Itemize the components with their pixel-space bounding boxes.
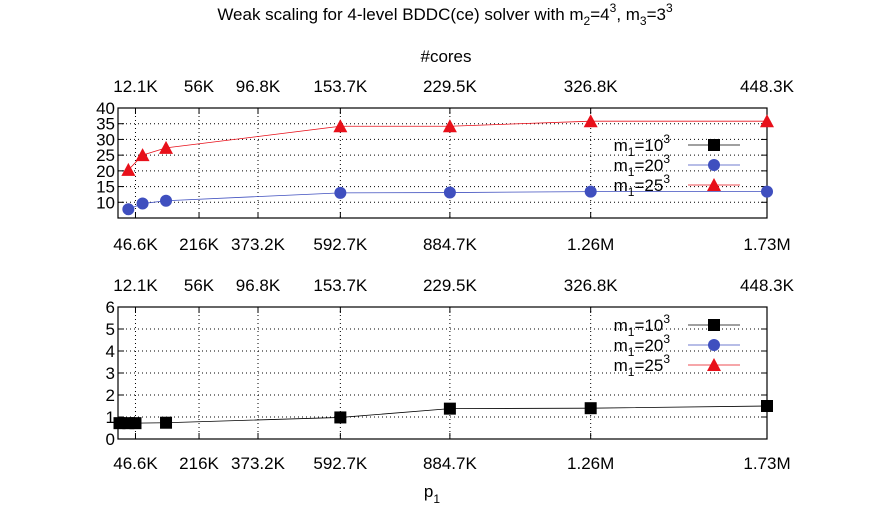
y-tick-label: 20 <box>96 162 115 181</box>
top-tick-label: 229.5K <box>423 77 478 96</box>
y-tick-label: 30 <box>96 130 115 149</box>
legend-marker <box>708 339 720 351</box>
bottom-tick-label: 592.7K <box>313 235 368 254</box>
top-tick-label: 326.8K <box>564 276 619 295</box>
legend-label: m1=203 <box>614 152 671 179</box>
y-tick-label: 10 <box>96 193 115 212</box>
data-point-m1_10 <box>129 417 142 430</box>
y-tick-label: 2 <box>106 386 115 405</box>
y-tick-label: 4 <box>106 342 115 361</box>
legend-marker <box>707 178 721 191</box>
legend-label: m1=203 <box>614 332 671 359</box>
bottom-tick-label: 884.7K <box>423 235 478 254</box>
y-tick-label: 25 <box>96 146 115 165</box>
legend-label: m1=103 <box>614 312 671 339</box>
top-tick-label: 448.3K <box>740 276 795 295</box>
top-tick-label: 153.7K <box>313 77 368 96</box>
top-tick-label: 448.3K <box>740 77 795 96</box>
data-point-m1_20 <box>443 186 456 199</box>
y-tick-label: 40 <box>96 99 115 118</box>
bottom-tick-label: 373.2K <box>231 235 286 254</box>
top-tick-label: 326.8K <box>564 77 619 96</box>
series-line-m1_10 <box>119 405 768 424</box>
legend-label: m1=253 <box>614 352 671 379</box>
bottom-tick-label: 1.26M <box>567 235 614 254</box>
top-tick-label: 56K <box>184 77 215 96</box>
bottom-tick-label: 1.73M <box>743 454 790 473</box>
data-point-m1_25 <box>442 119 457 133</box>
legend-marker <box>708 159 720 171</box>
y-tick-label: 15 <box>96 178 115 197</box>
top-tick-label: 12.1K <box>113 77 158 96</box>
y-tick-label: 3 <box>106 364 115 383</box>
top-tick-label: 12.1K <box>113 276 158 295</box>
data-point-m1_10 <box>443 402 456 415</box>
bottom-tick-label: 216K <box>179 235 219 254</box>
bottom-tick-label: 884.7K <box>423 454 478 473</box>
legend-marker <box>708 139 720 151</box>
data-point-m1_25 <box>135 148 150 162</box>
data-point-m1_20 <box>136 197 149 210</box>
data-point-m1_25 <box>159 140 174 154</box>
data-point-m1_20 <box>122 203 135 216</box>
legend-marker <box>708 319 720 331</box>
y-tick-label: 0 <box>106 430 115 449</box>
top-tick-label: 229.5K <box>423 276 478 295</box>
y-tick-label: 5 <box>106 320 115 339</box>
top-tick-label: 153.7K <box>313 276 368 295</box>
data-point-m1_20 <box>761 185 773 198</box>
top-tick-label: 56K <box>184 276 215 295</box>
y-tick-label: 1 <box>106 408 115 427</box>
data-point-m1_20 <box>334 186 347 199</box>
plot-frame <box>117 306 768 440</box>
data-point-m1_10 <box>761 400 773 412</box>
data-point-m1_25 <box>121 162 136 176</box>
legend-label: m1=253 <box>614 172 671 199</box>
bottom-tick-label: 1.73M <box>743 235 790 254</box>
y-tick-label: 35 <box>96 115 115 134</box>
bottom-tick-label: 46.6K <box>113 235 158 254</box>
bottom-tick-label: 1.26M <box>567 454 614 473</box>
data-point-m1_25 <box>333 119 348 133</box>
legend-marker <box>707 358 721 371</box>
data-point-m1_25 <box>583 114 598 128</box>
bottom-tick-label: 216K <box>179 454 219 473</box>
top-tick-label: 96.8K <box>236 77 281 96</box>
bottom-tick-label: 373.2K <box>231 454 286 473</box>
panel-bottom: 0 1 2 3 4 5 6 12.1K 56K 96.8K 153.7K 229.5K 326.8K 44… <box>106 276 795 473</box>
top-tick-label: 96.8K <box>236 276 281 295</box>
data-point-m1_10 <box>584 402 597 415</box>
y-tick-label: 6 <box>106 298 115 317</box>
legend-label: m1=103 <box>614 132 671 159</box>
data-point-m1_10 <box>160 416 173 429</box>
data-point-m1_10 <box>334 411 347 424</box>
bottom-tick-label: 592.7K <box>313 454 368 473</box>
chart-title: Weak scaling for 4-level BDDC(ce) solver… <box>217 1 673 28</box>
data-point-m1_20 <box>584 185 597 198</box>
top-axis-label: #cores <box>420 47 471 66</box>
data-point-m1_20 <box>160 194 173 207</box>
plot-frame <box>117 107 768 219</box>
bottom-tick-label: 46.6K <box>113 454 158 473</box>
x-axis-label: p1 <box>424 482 440 506</box>
data-point-m1_25 <box>760 114 774 128</box>
